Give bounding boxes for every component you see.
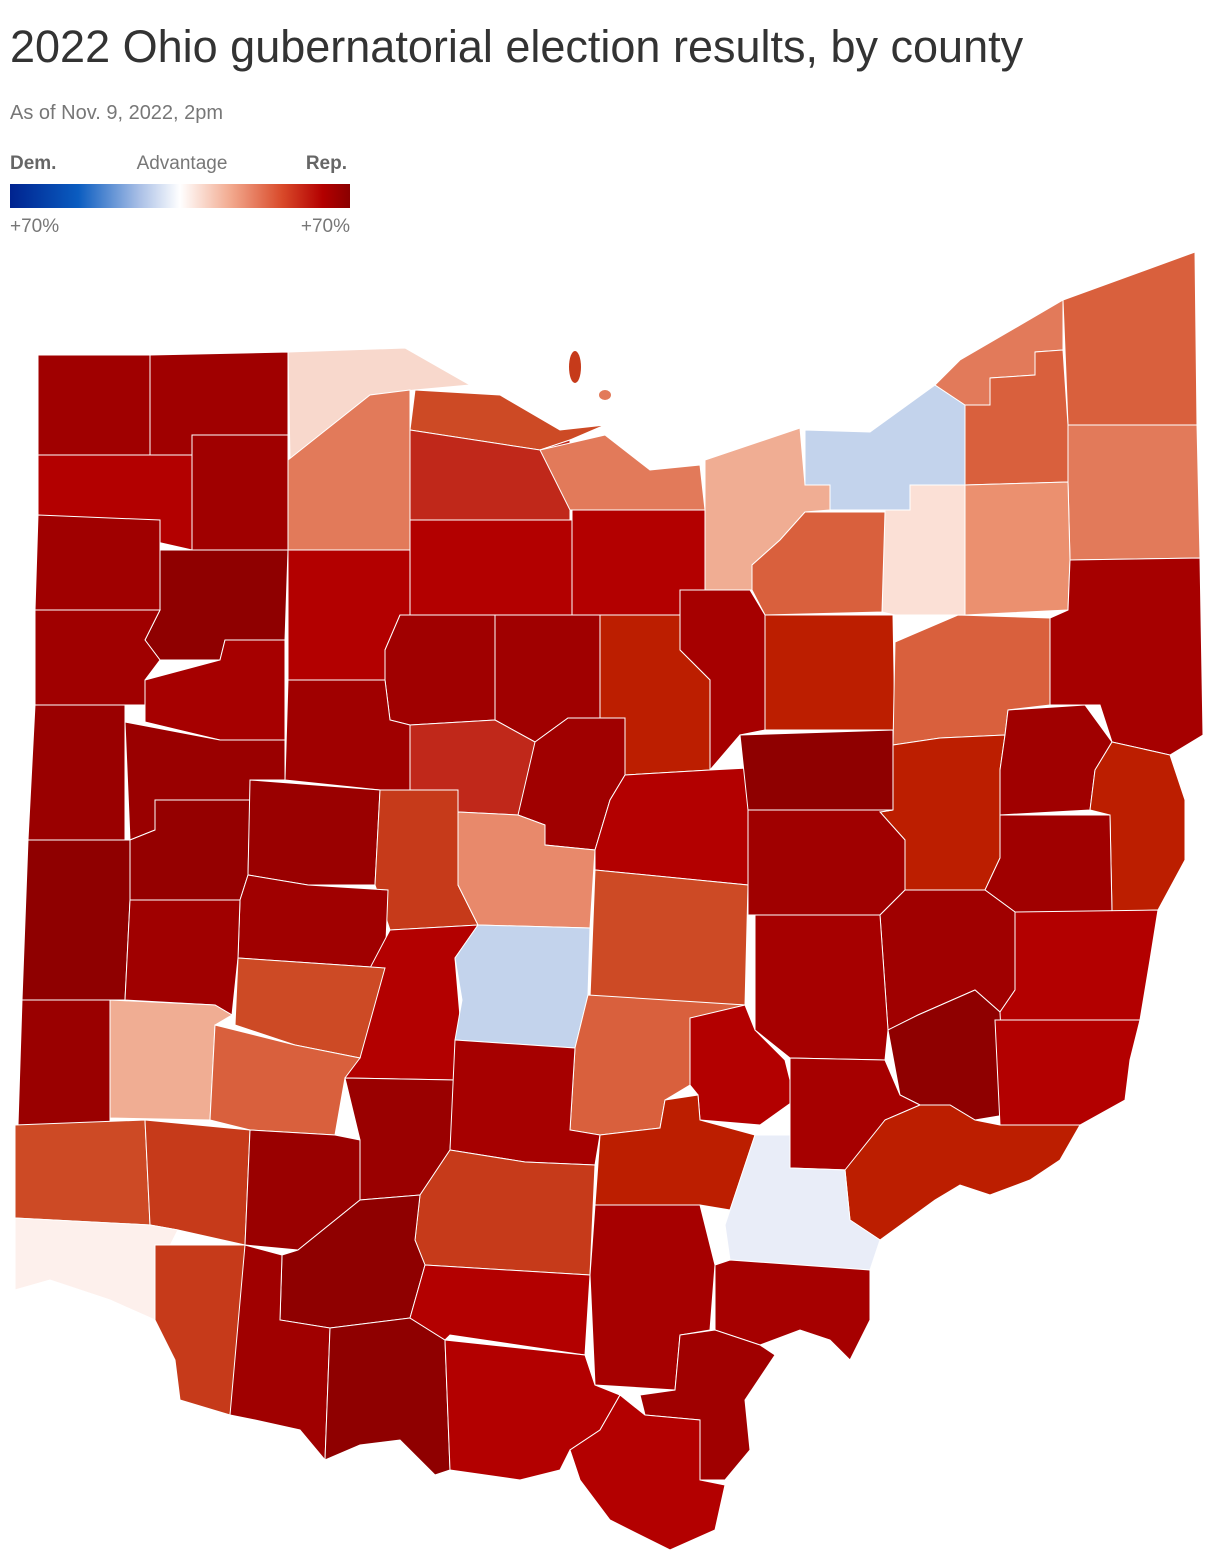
county [754,914,889,1061]
county [747,809,906,916]
county [191,434,289,551]
county [144,639,286,741]
county [209,1024,361,1136]
legend-rep-label: Rep. [306,153,347,174]
county [247,779,381,886]
county [454,924,591,1049]
county [124,899,241,1016]
county [384,614,496,726]
county [17,999,111,1126]
county [1049,557,1204,756]
county [1067,424,1201,561]
legend-dem-label: Dem. [10,153,56,174]
legend-scale [10,184,350,208]
county [994,909,1159,1021]
county [994,1019,1141,1126]
county [964,481,1071,616]
county [764,614,896,731]
county [14,1217,179,1321]
county [237,874,389,969]
county [34,514,161,611]
county [739,729,894,811]
county [714,1259,871,1361]
county [27,704,126,841]
county [639,1329,776,1481]
county [21,839,131,1001]
county [457,811,596,929]
title: 2022 Ohio gubernatorial election results… [10,21,1024,72]
county [34,609,161,706]
county [324,1317,451,1476]
county [1062,251,1198,426]
county [539,434,706,511]
county [414,1149,596,1276]
county [881,484,966,616]
county [409,519,573,616]
county [569,1394,726,1551]
county [154,1244,246,1416]
island [599,390,611,400]
island [569,351,581,383]
county [844,1104,1081,1241]
county [14,1119,151,1226]
legend-center-label: Advantage [137,153,228,174]
legend-min-label: +70% [10,216,59,237]
county [984,814,1113,913]
county [37,354,151,456]
subtitle: As of Nov. 9, 2022, 2pm [10,102,223,124]
county [144,1119,251,1246]
county [589,869,749,1006]
counties [14,251,1204,1551]
county [689,1004,796,1126]
county [724,1134,881,1271]
county [751,511,886,616]
legend-max-label: +70% [301,216,350,237]
